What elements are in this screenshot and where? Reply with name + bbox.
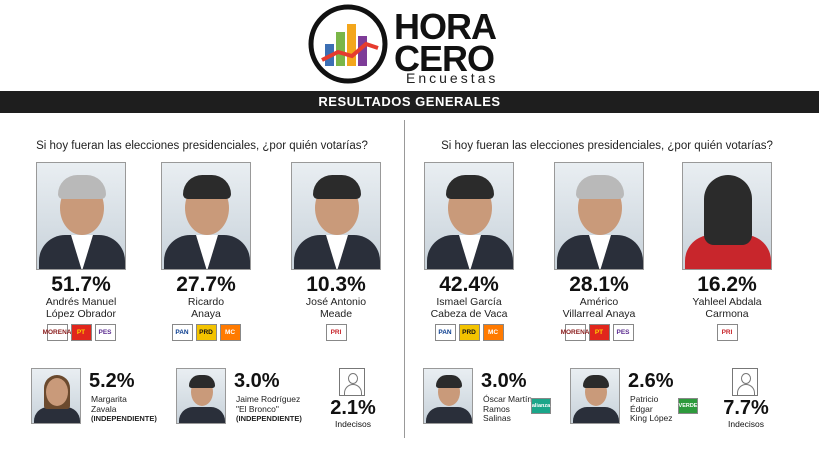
candidate-percent: 10.3% (306, 273, 366, 296)
candidate-card: 27.7% Ricardo Anaya PAN PRD MC (146, 162, 266, 341)
logo-chart-icon (308, 4, 388, 84)
candidate-photo (176, 368, 226, 424)
logo-subtitle: Encuestas (406, 70, 499, 86)
candidate-name-block: Patricio Édgar King López (630, 394, 673, 424)
candidate-photo (424, 162, 514, 270)
candidate-card: 42.4% Ismael García Cabeza de Vaca PAN P… (409, 162, 529, 341)
party-logos: PRI (276, 324, 396, 341)
morena-logo-icon: MORENA (561, 324, 589, 341)
candidate-percent: 5.2% (89, 370, 135, 392)
logo-hora: HORA (394, 6, 497, 47)
candidate-photo (291, 162, 381, 270)
candidate-card: 51.7% Andrés Manuel López Obrador MORENA… (21, 162, 141, 341)
candidate-name: Ramos (483, 403, 510, 414)
independent-tag: (INDEPENDIENTE) (236, 414, 302, 423)
party-logos: PRI (667, 324, 787, 341)
undecided-percent: 2.1% (330, 397, 376, 419)
person-silhouette-icon (732, 368, 758, 396)
candidate-photo (682, 162, 772, 270)
candidate-name-block: Jaime Rodríguez "El Bronco" (INDEPENDIEN… (236, 394, 302, 424)
party-logos: PAN PRD MC (409, 324, 529, 341)
candidate-name: Jaime Rodríguez (236, 394, 301, 404)
candidate-percent: 16.2% (697, 273, 757, 296)
pan-logo-icon: PAN (434, 324, 456, 341)
party-logos: MORENA PT PES (539, 324, 659, 341)
candidate-name: Andrés Manuel (45, 296, 117, 308)
candidate-card: 16.2% Yahleel Abdala Carmona PRI (667, 162, 787, 341)
candidate-photo (554, 162, 644, 270)
candidate-name: Cabeza de Vaca (430, 308, 508, 320)
independent-tag: (INDEPENDIENTE) (91, 414, 157, 423)
candidate-percent: 42.4% (439, 273, 499, 296)
candidate-photo (31, 368, 81, 424)
candidate-percent: 3.0% (481, 370, 527, 392)
candidate-name: Villarreal Anaya (562, 308, 636, 320)
candidate-name: Patricio (630, 394, 659, 404)
candidate-photo (570, 368, 620, 424)
prd-logo-icon: PRD (458, 324, 480, 341)
undecided-percent: 7.7% (723, 397, 769, 419)
candidate-name: Meade (319, 308, 353, 320)
mc-logo-icon: MC (219, 324, 241, 341)
candidate-name: Óscar Martín (483, 394, 533, 404)
alianza-logo-icon: alianza (531, 398, 551, 414)
undecided-label: Indecisos (335, 419, 371, 429)
logo-cero: CERO (394, 38, 495, 79)
undecided-label: Indecisos (728, 419, 764, 429)
candidate-card: 28.1% Américo Villarreal Anaya MORENA PT… (539, 162, 659, 341)
pes-logo-icon: PES (612, 324, 634, 341)
candidate-percent: 51.7% (51, 273, 111, 296)
candidate-name: Édgar (630, 403, 653, 414)
candidate-percent: 3.0% (234, 370, 280, 392)
verde-logo-icon: VERDE (678, 398, 698, 414)
candidate-name: Salinas (483, 413, 511, 423)
panel-state: Si hoy fueran las elecciones presidencia… (405, 113, 809, 459)
candidate-percent: 27.7% (176, 273, 236, 296)
candidate-card: 10.3% José Antonio Meade PRI (276, 162, 396, 341)
candidate-photo (161, 162, 251, 270)
morena-logo-icon: MORENA (43, 324, 71, 341)
candidate-percent: 2.6% (628, 370, 674, 392)
party-logos: PAN PRD MC (146, 324, 266, 341)
candidate-name: Yahleel Abdala (692, 296, 762, 308)
question-text: Si hoy fueran las elecciones presidencia… (36, 140, 368, 152)
candidate-percent: 28.1% (569, 273, 629, 296)
pes-logo-icon: PES (94, 324, 116, 341)
mc-logo-icon: MC (482, 324, 504, 341)
pri-logo-icon: PRI (325, 324, 347, 341)
question-text: Si hoy fueran las elecciones presidencia… (441, 140, 773, 152)
candidate-name: López Obrador (45, 308, 117, 320)
hora-cero-logo: HORA CERO Encuestas (308, 4, 523, 86)
candidate-name-block: Margarita Zavala (INDEPENDIENTE) (91, 394, 157, 424)
candidate-name: Anaya (191, 308, 221, 320)
person-silhouette-icon (339, 368, 365, 396)
party-logos: MORENA PT PES (21, 324, 141, 341)
candidate-name: Carmona (705, 308, 749, 320)
pt-logo-icon: PT (588, 324, 610, 341)
candidate-photo (36, 162, 126, 270)
candidate-name: José Antonio (305, 296, 367, 308)
candidate-name: King López (630, 413, 673, 423)
panel-national: Si hoy fueran las elecciones presidencia… (0, 113, 404, 459)
candidate-name-block: Óscar Martín Ramos Salinas (483, 394, 533, 424)
candidate-name: Margarita (91, 394, 127, 404)
pan-logo-icon: PAN (171, 324, 193, 341)
pt-logo-icon: PT (70, 324, 92, 341)
results-banner: RESULTADOS GENERALES (0, 91, 819, 113)
prd-logo-icon: PRD (195, 324, 217, 341)
candidate-photo (423, 368, 473, 424)
candidate-name: Ismael García (436, 296, 502, 308)
panel-divider (404, 120, 405, 438)
candidate-name: Zavala (91, 403, 117, 414)
candidate-name: Ricardo (187, 296, 225, 308)
candidate-name: "El Bronco" (236, 403, 279, 414)
candidate-name: Américo (579, 296, 619, 308)
pri-logo-icon: PRI (716, 324, 738, 341)
